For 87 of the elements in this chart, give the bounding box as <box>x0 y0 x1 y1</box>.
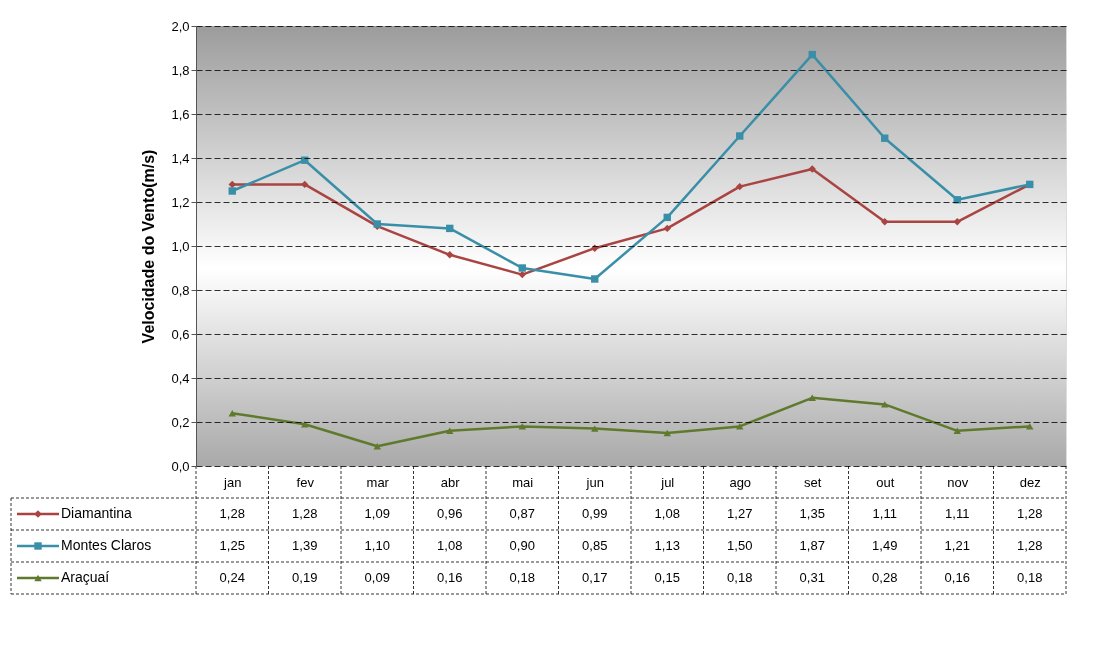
data-label: 1,08 <box>654 506 680 521</box>
x-tick-label: dez <box>1019 474 1041 490</box>
point <box>881 134 889 142</box>
x-tick-label: jan <box>223 474 242 490</box>
y-tick-label: 2,0 <box>171 18 190 34</box>
y-tick-label: 0,2 <box>171 414 190 430</box>
data-label: 1,08 <box>437 538 463 553</box>
legend-label: Diamantina <box>61 505 133 521</box>
y-tick-label: 1,2 <box>171 194 190 210</box>
y-tick-label: 1,4 <box>171 150 190 166</box>
data-label: 0,19 <box>292 570 318 585</box>
point <box>663 224 671 233</box>
point <box>953 196 961 204</box>
x-tick-label: jun <box>585 474 604 490</box>
data-label: 1,13 <box>654 538 680 553</box>
point <box>518 264 526 272</box>
point <box>591 275 599 283</box>
point <box>446 427 454 435</box>
y-tick-label: 1,8 <box>171 62 190 78</box>
data-label: 1,28 <box>1017 506 1043 521</box>
x-tick-label: mai <box>512 474 534 490</box>
data-label: 1,49 <box>872 538 898 553</box>
point <box>953 427 961 435</box>
point <box>663 429 671 437</box>
data-label: 1,27 <box>727 506 753 521</box>
point <box>808 394 816 402</box>
data-label: 0,87 <box>509 506 535 521</box>
point <box>1026 423 1034 430</box>
data-label: 0,15 <box>654 570 680 585</box>
data-label: 0,99 <box>582 506 608 521</box>
point <box>518 270 526 279</box>
point <box>591 425 599 432</box>
x-tick-label: mar <box>366 474 390 490</box>
x-tick-label: abr <box>440 474 461 490</box>
point <box>446 251 454 259</box>
data-label: 1,35 <box>799 506 825 521</box>
point <box>881 401 889 408</box>
point <box>301 180 309 189</box>
y-tick-label: 0,6 <box>171 326 190 342</box>
data-label: 0,16 <box>437 570 463 585</box>
point <box>881 218 889 226</box>
point <box>736 423 744 430</box>
data-label: 0,18 <box>727 570 753 585</box>
data-label: 0,96 <box>437 506 463 521</box>
y-tick-label: 1,6 <box>171 106 190 122</box>
x-tick-label: nov <box>947 474 969 490</box>
x-tick-label: set <box>804 474 822 490</box>
legend-label: Montes Claros <box>61 537 152 553</box>
point <box>736 132 744 140</box>
data-label: 1,39 <box>292 538 318 553</box>
data-label: 1,10 <box>364 538 390 553</box>
data-label: 0,85 <box>582 538 608 553</box>
data-label: 1,50 <box>727 538 753 553</box>
data-label: 0,24 <box>219 570 245 585</box>
data-label: 0,31 <box>799 570 825 585</box>
point <box>301 156 309 164</box>
data-label: 0,17 <box>582 570 608 585</box>
data-label: 1,11 <box>945 506 970 521</box>
data-label: 1,11 <box>872 506 897 521</box>
data-label: 0,18 <box>1017 570 1043 585</box>
point <box>953 218 961 226</box>
point <box>736 182 744 191</box>
data-label: 1,87 <box>799 538 825 553</box>
y-tick-label: 1,0 <box>171 238 190 254</box>
data-label: 0,09 <box>364 570 390 585</box>
y-tick-label: 0,8 <box>171 282 190 298</box>
data-label: 0,18 <box>509 570 535 585</box>
x-tick-label: ago <box>729 474 752 490</box>
x-tick-label: out <box>876 474 895 490</box>
x-tick-label: fev <box>296 474 315 490</box>
y-axis-title: Velocidade do Vento(m/s) <box>140 149 158 344</box>
data-label: 0,90 <box>509 538 535 553</box>
point <box>228 180 236 189</box>
data-label: 0,16 <box>944 570 970 585</box>
data-label: 1,09 <box>364 506 390 521</box>
data-label: 1,28 <box>1017 538 1043 553</box>
point <box>228 187 236 195</box>
data-label: 1,25 <box>219 538 245 553</box>
y-tick-label: 0,0 <box>171 458 190 474</box>
y-tick-label: 0,4 <box>171 370 190 386</box>
data-label: 1,28 <box>219 506 245 521</box>
data-label: 1,21 <box>944 538 970 553</box>
data-label: 0,28 <box>872 570 898 585</box>
point <box>518 423 526 430</box>
x-tick-label: jul <box>660 474 675 490</box>
data-label: 1,28 <box>292 506 318 521</box>
legend-label: Araçuaí <box>61 569 110 585</box>
